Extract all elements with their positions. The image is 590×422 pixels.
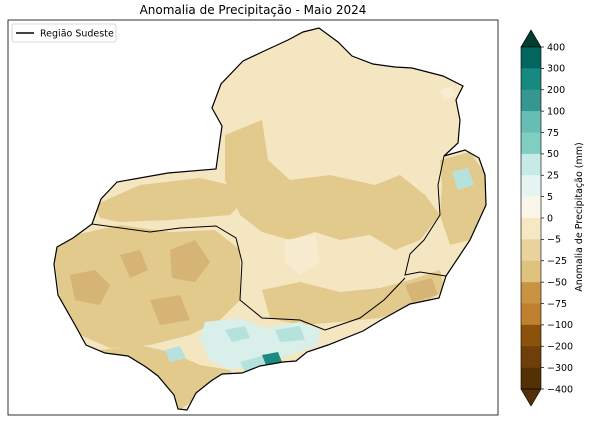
legend-frame [11,23,117,43]
wet-patch-1 [225,326,250,342]
border-mg-es [404,155,447,277]
state-borders [91,155,447,331]
colorbar-tick-label: −200 [547,342,573,353]
very-wet-patch [262,352,282,365]
colorbar-tick-label: 50 [547,149,559,160]
very-dry-patch-4 [150,295,190,325]
colorbar-extend-min [520,388,542,407]
colorbar-ticks: 40030020010075502550−5−25−50−75−100−200−… [541,42,573,395]
colorbar-segment [521,111,541,133]
colorbar-segment [521,89,541,112]
colorbar-tick-label: 300 [547,64,565,75]
colorbar-segment [521,47,541,69]
colorbar-tick-label: 100 [547,106,565,117]
light-patch-north [440,86,456,100]
legend-box: Região Sudeste [11,23,117,43]
colorbar-tick-label: 75 [547,128,559,139]
colorbar-segment [521,324,541,347]
colorbar-segment [521,282,541,304]
light-patch-center [285,235,320,275]
colorbar-tick-label: 400 [547,42,565,53]
colorbar-segment [521,175,541,197]
colorbar-tick-label: −100 [547,320,573,331]
wet-patch-5 [165,346,186,362]
border-sp-mg [91,223,326,331]
colorbar-segment [521,68,541,91]
colorbar-tick-label: −400 [547,384,573,395]
figure-title: Anomalia de Precipitação - Maio 2024 [139,3,367,17]
colorbar-segment [521,196,541,219]
colorbar-extend-max [520,29,542,48]
colorbar-segment [521,218,541,240]
colorbar-tick-label: −25 [547,256,567,267]
dry-patch-east [440,152,486,245]
very-dry-patch-2 [170,240,210,282]
colorbar-segment [521,153,541,176]
very-dry-patch-1 [70,270,110,305]
colorbar-segment [521,303,541,326]
dry-patch-northwest [95,178,245,222]
border-mg-rj [324,277,406,331]
colorbar-segment [521,367,541,390]
colorbar-segment [521,346,541,368]
colorbar-tick-label: 5 [547,192,553,203]
colorbar-tick-label: 0 [547,213,553,224]
wet-patch-4 [452,168,474,190]
very-dry-patch-3 [120,250,148,278]
colorbar-segment [521,132,541,155]
colorbar-tick-label: −50 [547,277,567,288]
colorbar-segment [521,260,541,283]
colorbar-tick-label: 25 [547,171,559,182]
legend-label: Região Sudeste [40,29,114,40]
colorbar-tick-label: 200 [547,85,565,96]
colorbar-tick-label: −5 [547,235,561,246]
very-dry-patch-5 [405,278,438,302]
colorbar-segment [521,239,541,262]
dry-patch-center [225,120,440,250]
colorbar-tick-label: −300 [547,363,573,374]
colorbar-segments [520,29,542,407]
colorbar-tick-label: −75 [547,299,567,310]
wet-patch-3 [240,356,268,372]
wet-patch-2 [275,326,305,342]
colorbar-label: Anomalia de Precipitação (mm) [574,142,585,291]
